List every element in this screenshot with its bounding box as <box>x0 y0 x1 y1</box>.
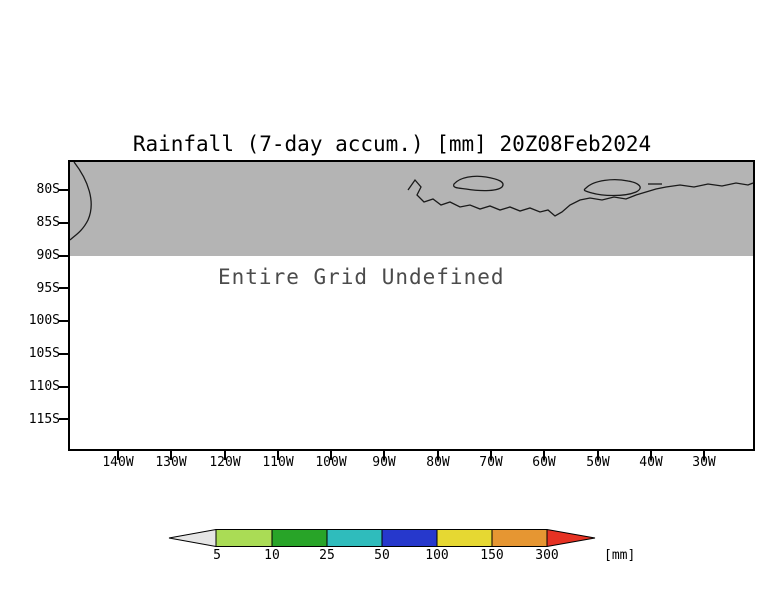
x-tick-mark <box>703 451 705 460</box>
colorbar-tick-label: 25 <box>319 548 335 563</box>
y-tick-label: 100S <box>28 313 60 328</box>
x-tick-mark <box>330 451 332 460</box>
colorbar-unit-label: [mm] <box>604 548 636 563</box>
x-tick-mark <box>170 451 172 460</box>
colorbar-tick-label: 5 <box>213 548 221 563</box>
y-tick-label: 85S <box>36 215 60 230</box>
x-tick-label: 40W <box>639 455 663 470</box>
colorbar-arrow-left <box>168 528 217 548</box>
x-tick-mark <box>490 451 492 460</box>
colorbar-tick-label: 50 <box>374 548 390 563</box>
y-tick-label: 110S <box>28 379 60 394</box>
x-tick-mark <box>383 451 385 460</box>
colorbar-segment <box>381 529 438 547</box>
y-tick-mark <box>59 189 68 191</box>
y-tick-mark <box>59 353 68 355</box>
coastline-path <box>70 162 92 241</box>
y-tick-label: 115S <box>28 412 60 427</box>
y-tick-label: 90S <box>36 248 60 263</box>
colorbar-segment <box>215 529 273 547</box>
colorbar-tick-label: 10 <box>264 548 280 563</box>
y-tick-mark <box>59 287 68 289</box>
x-tick-mark <box>597 451 599 460</box>
y-tick-mark <box>59 222 68 224</box>
colorbar-segment <box>271 529 328 547</box>
colorbar-arrow-right <box>546 528 596 548</box>
colorbar-tick-label: 300 <box>535 548 559 563</box>
y-tick-label: 95S <box>36 281 60 296</box>
x-tick-label: 130W <box>155 455 187 470</box>
y-tick-label: 80S <box>36 182 60 197</box>
colorbar: 5 10 25 50 100 150 300 [mm] <box>167 528 687 569</box>
y-tick-mark <box>59 418 68 420</box>
x-tick-label: 100W <box>315 455 347 470</box>
y-tick-mark <box>59 386 68 388</box>
y-tick-label: 105S <box>28 346 60 361</box>
y-tick-mark <box>59 320 68 322</box>
x-tick-mark <box>650 451 652 460</box>
chart-title: Rainfall (7-day accum.) [mm] 20Z08Feb202… <box>132 132 652 156</box>
colorbar-tick-label: 150 <box>480 548 504 563</box>
map-overlay <box>70 162 753 256</box>
x-tick-label: 120W <box>209 455 241 470</box>
undefined-shaded-region <box>70 162 753 256</box>
colorbar-segment <box>436 529 493 547</box>
x-tick-mark <box>277 451 279 460</box>
colorbar-segment <box>491 529 548 547</box>
coastline-path <box>407 178 753 217</box>
colorbar-segment <box>326 529 383 547</box>
x-tick-label: 90W <box>372 455 396 470</box>
plot-frame: Entire Grid Undefined <box>59 160 755 460</box>
x-tick-mark <box>543 451 545 460</box>
x-tick-label: 110W <box>262 455 294 470</box>
x-tick-label: 140W <box>102 455 134 470</box>
x-tick-label: 60W <box>532 455 556 470</box>
x-tick-mark <box>437 451 439 460</box>
island-outline <box>452 175 504 192</box>
x-tick-label: 80W <box>426 455 450 470</box>
undefined-message: Entire Grid Undefined <box>218 265 505 289</box>
y-tick-mark <box>59 255 68 257</box>
island-outline <box>583 179 641 197</box>
x-tick-label: 30W <box>692 455 716 470</box>
colorbar-scale <box>168 528 596 548</box>
x-tick-mark <box>224 451 226 460</box>
colorbar-tick-label: 100 <box>425 548 449 563</box>
x-tick-mark <box>117 451 119 460</box>
x-tick-label: 70W <box>479 455 503 470</box>
x-tick-label: 50W <box>586 455 610 470</box>
